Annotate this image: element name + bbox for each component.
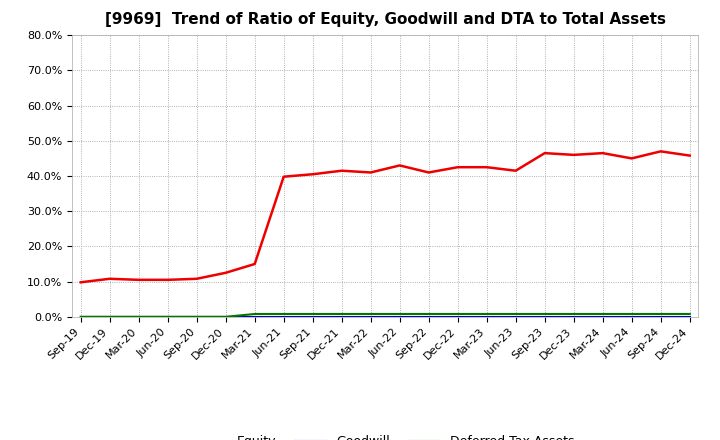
Line: Equity: Equity bbox=[81, 151, 690, 282]
Goodwill bbox=[76, 314, 85, 319]
Deferred Tax Assets bbox=[338, 312, 346, 317]
Goodwill bbox=[598, 314, 607, 319]
Equity bbox=[627, 156, 636, 161]
Equity bbox=[454, 165, 462, 170]
Deferred Tax Assets bbox=[163, 314, 172, 319]
Equity bbox=[685, 153, 694, 158]
Equity bbox=[163, 277, 172, 282]
Goodwill bbox=[135, 314, 143, 319]
Equity bbox=[541, 150, 549, 156]
Deferred Tax Assets bbox=[657, 312, 665, 317]
Goodwill bbox=[308, 314, 317, 319]
Equity bbox=[657, 149, 665, 154]
Deferred Tax Assets bbox=[76, 314, 85, 319]
Equity bbox=[511, 168, 520, 173]
Deferred Tax Assets bbox=[192, 314, 201, 319]
Deferred Tax Assets bbox=[541, 312, 549, 317]
Equity bbox=[366, 170, 375, 175]
Goodwill bbox=[395, 314, 404, 319]
Equity bbox=[395, 163, 404, 168]
Deferred Tax Assets bbox=[598, 312, 607, 317]
Legend: Equity, Goodwill, Deferred Tax Assets: Equity, Goodwill, Deferred Tax Assets bbox=[191, 430, 580, 440]
Goodwill bbox=[482, 314, 491, 319]
Deferred Tax Assets bbox=[308, 312, 317, 317]
Goodwill bbox=[221, 314, 230, 319]
Deferred Tax Assets bbox=[511, 312, 520, 317]
Goodwill bbox=[163, 314, 172, 319]
Deferred Tax Assets bbox=[454, 312, 462, 317]
Deferred Tax Assets bbox=[395, 312, 404, 317]
Goodwill bbox=[251, 314, 259, 319]
Equity bbox=[76, 280, 85, 285]
Goodwill bbox=[685, 314, 694, 319]
Goodwill bbox=[541, 314, 549, 319]
Deferred Tax Assets bbox=[482, 312, 491, 317]
Deferred Tax Assets bbox=[366, 312, 375, 317]
Goodwill bbox=[279, 314, 288, 319]
Equity bbox=[279, 174, 288, 180]
Equity bbox=[598, 150, 607, 156]
Goodwill bbox=[105, 314, 114, 319]
Equity bbox=[192, 276, 201, 282]
Equity bbox=[221, 270, 230, 275]
Equity bbox=[570, 152, 578, 158]
Goodwill bbox=[424, 314, 433, 319]
Deferred Tax Assets bbox=[105, 314, 114, 319]
Deferred Tax Assets bbox=[251, 312, 259, 317]
Line: Deferred Tax Assets: Deferred Tax Assets bbox=[81, 314, 690, 317]
Goodwill bbox=[657, 314, 665, 319]
Deferred Tax Assets bbox=[279, 312, 288, 317]
Equity bbox=[251, 261, 259, 267]
Deferred Tax Assets bbox=[570, 312, 578, 317]
Goodwill bbox=[627, 314, 636, 319]
Deferred Tax Assets bbox=[685, 312, 694, 317]
Goodwill bbox=[454, 314, 462, 319]
Equity bbox=[482, 165, 491, 170]
Title: [9969]  Trend of Ratio of Equity, Goodwill and DTA to Total Assets: [9969] Trend of Ratio of Equity, Goodwil… bbox=[104, 12, 666, 27]
Equity bbox=[105, 276, 114, 282]
Goodwill bbox=[511, 314, 520, 319]
Deferred Tax Assets bbox=[135, 314, 143, 319]
Goodwill bbox=[366, 314, 375, 319]
Goodwill bbox=[570, 314, 578, 319]
Equity bbox=[424, 170, 433, 175]
Equity bbox=[308, 172, 317, 177]
Equity bbox=[338, 168, 346, 173]
Goodwill bbox=[338, 314, 346, 319]
Deferred Tax Assets bbox=[627, 312, 636, 317]
Equity bbox=[135, 277, 143, 282]
Goodwill bbox=[192, 314, 201, 319]
Deferred Tax Assets bbox=[221, 314, 230, 319]
Deferred Tax Assets bbox=[424, 312, 433, 317]
